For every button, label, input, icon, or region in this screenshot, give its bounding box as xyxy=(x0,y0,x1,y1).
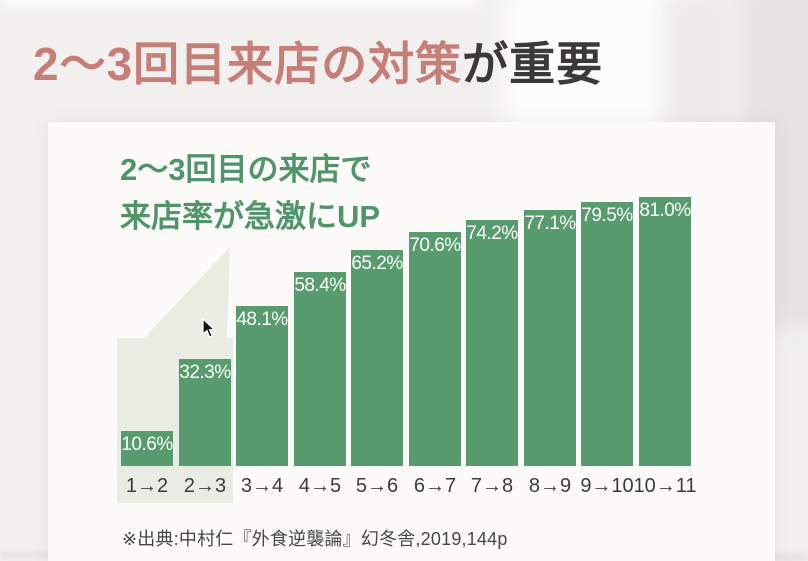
bar-value-label: 70.6% xyxy=(409,235,461,256)
chart-annotation: 2〜3回目の来店で 来店率が急激にUP xyxy=(120,146,380,240)
bar-2→3: 32.3% 2→3 xyxy=(179,359,231,497)
mouse-cursor-icon xyxy=(202,318,217,338)
bar-value-label: 10.6% xyxy=(121,434,173,455)
x-axis-label: 8→9 xyxy=(528,475,572,497)
x-axis-label: 5→6 xyxy=(355,475,399,497)
bar-4→5: 58.4% 4→5 xyxy=(294,272,346,497)
page-title: 2〜3回目来店の対策が重要 xyxy=(33,28,603,94)
bar-9→10: 79.5% 9→10 xyxy=(580,202,634,497)
bar-chart: 10.6% 1→2 32.3% 2→3 48.1% 3→4 58.4% 4→5 65.2% 5→6… xyxy=(121,186,697,497)
x-axis-label: 2→3 xyxy=(183,475,227,497)
title-accent-text: 2〜3回目来店の対策 xyxy=(33,38,463,90)
bar-3→4: 48.1% 3→4 xyxy=(236,306,288,497)
annotation-line-2: 来店率が急激にUP xyxy=(120,199,381,234)
bar-5→6: 65.2% 5→6 xyxy=(351,250,403,497)
bar-8→9: 77.1% 8→9 xyxy=(524,210,576,497)
x-axis-label: 6→7 xyxy=(413,475,457,497)
bar-value-label: 48.1% xyxy=(236,309,288,330)
x-axis-label: 3→4 xyxy=(240,475,284,497)
bar-1→2: 10.6% 1→2 xyxy=(121,431,173,497)
background-blob xyxy=(664,0,728,136)
bar-value-label: 79.5% xyxy=(581,205,633,226)
bar-10→11: 81.0% 10→11 xyxy=(633,197,697,497)
bar-value-label: 81.0% xyxy=(639,200,691,221)
x-axis-label: 4→5 xyxy=(298,475,342,497)
source-citation: ※出典:中村仁『外食逆襲論』幻冬舎,2019,144p xyxy=(122,529,508,549)
x-axis-label: 1→2 xyxy=(125,475,169,497)
x-axis-label: 10→11 xyxy=(633,475,697,497)
bar-value-label: 65.2% xyxy=(351,253,403,274)
bar-6→7: 70.6% 6→7 xyxy=(409,232,461,497)
bar-7→8: 74.2% 7→8 xyxy=(466,220,518,497)
background-blob xyxy=(0,0,480,8)
chart-card: 2〜3回目の来店で 来店率が急激にUP 10.6% 1→2 32.3% 2→3 48.1… xyxy=(48,122,775,561)
bar-value-label: 32.3% xyxy=(179,362,231,383)
bar-value-label: 74.2% xyxy=(466,223,518,244)
title-dark-text: が重要 xyxy=(462,38,604,90)
background-blob xyxy=(505,0,685,140)
bar-value-label: 58.4% xyxy=(294,275,346,296)
annotation-line-1: 2〜3回目の来店で xyxy=(120,152,372,187)
x-axis-label: 7→8 xyxy=(470,475,514,497)
x-axis-label: 9→10 xyxy=(580,475,634,497)
bar-value-label: 77.1% xyxy=(524,213,576,234)
